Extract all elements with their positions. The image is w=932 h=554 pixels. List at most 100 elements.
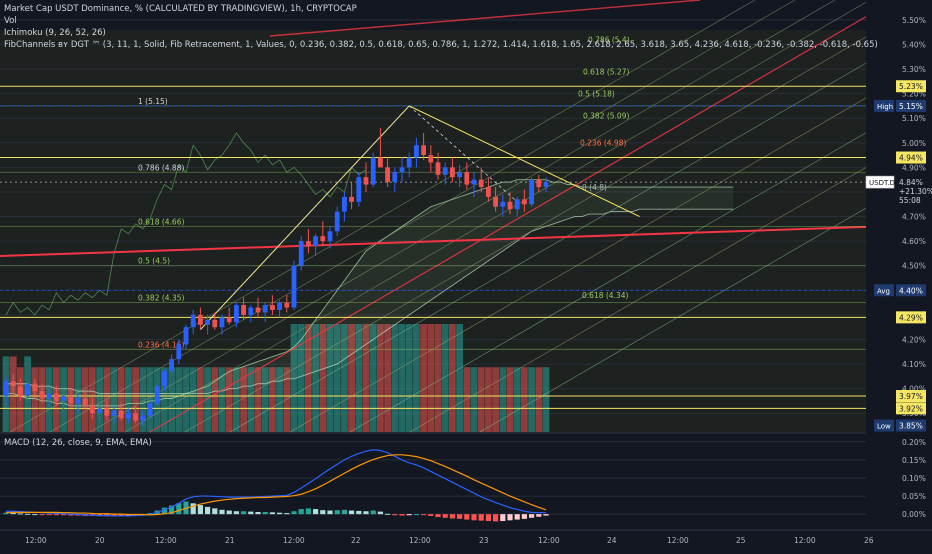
volume-bar — [369, 324, 377, 432]
candle-body — [536, 179, 542, 188]
macd-hist-bar — [377, 511, 383, 515]
macd-hist-bar — [10, 513, 16, 515]
volume-bar — [305, 324, 312, 432]
candle-body — [363, 177, 369, 185]
volume-bar — [189, 367, 197, 432]
fib-channel-line — [9, 0, 756, 433]
channel-level-label: 0.382 (5.09) — [583, 112, 629, 121]
candle-body — [313, 236, 318, 247]
macd-hist-bar — [327, 510, 333, 515]
candle-body — [10, 381, 16, 387]
time-axis-tick: 24 — [607, 536, 617, 545]
macd-hist-bar — [471, 514, 477, 521]
channel-level-label: 0.618 (4.34) — [582, 291, 628, 300]
candle-body — [25, 383, 30, 397]
volume-bar — [521, 367, 528, 432]
macd-axis-tick: 0.00% — [902, 510, 926, 519]
symbol-tag — [865, 175, 895, 189]
volume-bar — [103, 367, 111, 432]
volume-bar — [405, 324, 413, 432]
volume-bar — [413, 324, 420, 432]
candle-body — [478, 179, 484, 188]
candle-body — [306, 241, 311, 247]
fib-channel-line — [229, 24, 932, 433]
volume-bar — [261, 367, 269, 432]
volume-bar — [477, 367, 485, 432]
candle-body — [349, 196, 354, 202]
candle-body — [75, 398, 81, 404]
candle-body — [450, 167, 455, 178]
candle-body — [500, 201, 506, 207]
volume-bar — [456, 324, 463, 432]
macd-hist-bar — [305, 508, 311, 515]
price-tag — [896, 99, 926, 112]
macd-hist-bar — [190, 503, 196, 515]
candle-body — [190, 314, 196, 328]
candle-body — [392, 172, 398, 183]
candle-body — [212, 319, 218, 328]
candle-body — [54, 393, 59, 401]
fib-channels-legend[interactable]: FibChannels ʙʏ DGT ™ (3, 11, 1, Solid, F… — [4, 40, 878, 50]
fib-level-label: 0.786 (4.88) — [138, 163, 184, 172]
price-tag-badge-label: High — [877, 103, 893, 111]
macd-hist-bar — [17, 513, 23, 515]
time-axis-tick: 12:00 — [25, 536, 47, 545]
fib-level-label: 0.5 (4.5) — [138, 257, 170, 266]
volume-legend[interactable]: Vol — [4, 16, 17, 26]
candle-body — [205, 319, 210, 325]
candle-body — [514, 199, 520, 210]
macd-hist-bar — [478, 514, 484, 521]
candle-body — [334, 211, 340, 232]
macd-hist-bar — [449, 514, 455, 519]
volume-bar — [348, 324, 355, 432]
price-tag-label: 3.85% — [899, 422, 923, 431]
candle-body — [162, 371, 167, 387]
last-price-text: +21.30% — [899, 187, 932, 196]
volume-bar — [139, 367, 147, 432]
candle-body — [284, 302, 290, 308]
ichimoku-legend[interactable]: Ichimoku (9, 26, 52, 26) — [4, 28, 106, 38]
candle-body — [378, 157, 383, 168]
macd-hist-bar — [435, 514, 441, 518]
trend-line-red-top — [269, 0, 701, 37]
time-axis-tick: 26 — [864, 536, 874, 545]
candle-body — [176, 344, 182, 360]
macd-hist-bar — [53, 514, 59, 516]
macd-hist-bar — [313, 509, 319, 515]
macd-hist-bar — [392, 514, 398, 516]
macd-hist-bar — [111, 514, 117, 517]
candle-body — [385, 167, 390, 183]
candle-body — [414, 145, 419, 158]
macd-hist-bar — [493, 514, 499, 522]
candle-body — [291, 265, 297, 308]
candle-body — [18, 386, 23, 397]
candle-body — [183, 327, 189, 345]
macd-hist-bar — [385, 513, 391, 515]
candle-body — [198, 314, 203, 325]
macd-hist-bar — [226, 510, 232, 515]
volume-bar — [276, 367, 283, 432]
time-axis-tick: 12:00 — [409, 536, 431, 545]
candle-body — [471, 179, 477, 185]
candle-body — [298, 241, 304, 266]
candle-body — [90, 405, 95, 414]
macd-hist-bar — [284, 513, 290, 515]
volume-bar — [125, 367, 132, 432]
volume-bar — [254, 367, 262, 432]
macd-hist-bar — [413, 514, 419, 516]
volume-bar — [161, 367, 168, 432]
fib-channel-lines — [9, 0, 932, 433]
channel-level-label: 0.618 (5.27) — [583, 67, 629, 76]
price-tag — [896, 311, 926, 324]
candle-body — [428, 155, 434, 163]
time-axis-tick: 21 — [225, 536, 235, 545]
macd-hist-bar — [406, 514, 412, 516]
macd-legend[interactable]: MACD (12, 26, close, 9, EMA, EMA) — [4, 438, 152, 448]
candle-body — [255, 307, 261, 313]
volume-bar — [384, 324, 391, 432]
channel-level-label: 0 (4.8) — [582, 183, 607, 192]
candle-body — [133, 413, 138, 421]
volume-bar — [312, 324, 319, 432]
volume-bar — [211, 367, 219, 432]
